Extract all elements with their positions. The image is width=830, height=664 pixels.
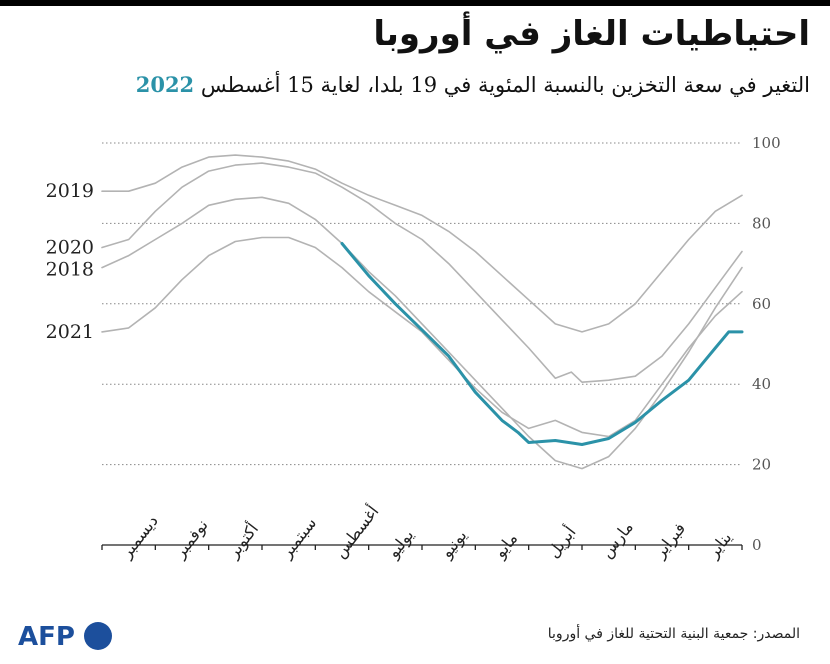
series-line-2018 [101,196,743,470]
source-note: المصدر: جمعية البنية التحتية للغاز في أو… [547,626,800,642]
x-tick-label-11: نوفمبر [170,516,213,563]
chart-subtitle: التغير في سعة التخزين بالنسبة المئوية في… [136,72,810,97]
series-label-2018: 2018 [46,259,94,281]
x-tick-label-12: ديسمبر [116,511,162,563]
series-line-2022 [340,242,744,446]
subtitle-text: التغير في سعة التخزين بالنسبة المئوية في… [200,73,810,97]
afp-logo-text: AFP [18,622,75,652]
subtitle-year: 2022 [135,72,195,97]
top-rule [0,0,830,6]
afp-logo-circle [84,622,112,650]
y-tick-label-0: 0 [752,536,762,554]
afp-logo: AFP [18,622,112,652]
x-tick-label-7: يوليو [383,526,418,563]
series-label-2019: 2019 [46,180,94,202]
x-tick-label-9: سبتمبر [276,514,321,563]
y-tick-label-20: 20 [752,456,771,474]
grid-layer: 0 20 40 60 80 100 [102,134,781,554]
x-tick-label-5: مايو [490,529,522,563]
series-line-2019 [101,154,743,333]
x-axis: ينايرفبرايرمارسأبريلمايويونيويوليوأغسطسس… [101,501,743,563]
y-tick-label-80: 80 [752,214,771,232]
series-label-2020: 2020 [46,237,94,259]
series-line-2020 [101,162,743,383]
chart-title: احتياطيات الغاز في أوروبا [373,14,810,54]
x-tick-label-3: مارس [597,518,638,562]
x-tick-label-4: أبريل [543,522,581,562]
y-tick-label-40: 40 [752,375,771,393]
series-label-2021: 2021 [46,321,94,343]
y-tick-label-100: 100 [752,134,781,152]
past-years-layer [101,154,743,470]
series-line-2021 [101,236,743,438]
y-tick-label-60: 60 [752,295,771,313]
x-tick-label-10: أكتوبر [222,519,263,563]
x-tick-label-2: فبراير [650,519,690,563]
highlight-layer [340,242,744,446]
x-tick-label-8: أغسطس [329,501,383,562]
